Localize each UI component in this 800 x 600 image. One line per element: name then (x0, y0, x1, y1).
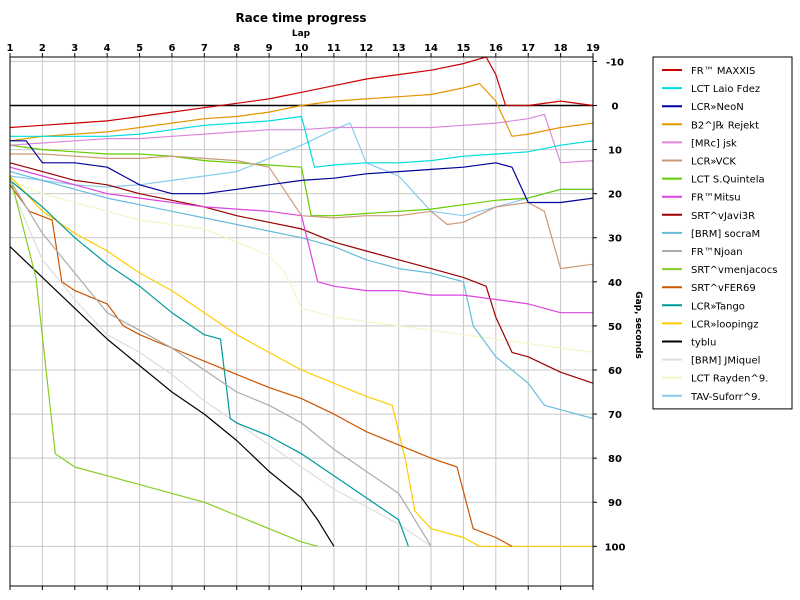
series-line-fr-maxxis (9, 56, 594, 129)
x-ticks: 1 2 3 4 5 6 7 8 9 10 11 12 13 14 15 16 17 18 19 (7, 43, 600, 590)
y-axis-label: Gap, seconds (633, 291, 643, 359)
legend-label: SRT^vmenjacocs (691, 265, 777, 276)
y-tick-label: 10 (608, 146, 622, 157)
legend-label: LCR»NeoN (691, 102, 744, 113)
legend-label: FR™ MAXXIS (691, 66, 755, 77)
legend-label: [MRc] jsk (691, 138, 737, 149)
grid (9, 57, 594, 586)
series-line-lcr-neon (10, 140, 594, 204)
x-tick-label: 14 (424, 43, 438, 54)
x-tick-label: 16 (489, 43, 503, 54)
x-tick-label: 7 (201, 43, 208, 54)
series-line-tav-suforr-9 (9, 122, 593, 217)
x-tick-label: 15 (456, 43, 470, 54)
chart-title: Race time progress (235, 11, 366, 25)
series-line-lcr-tango (9, 179, 409, 547)
series-line-fr-mitsu (9, 166, 593, 314)
series-line-srt-vfer69 (9, 184, 513, 547)
x-tick-label: 19 (586, 43, 600, 54)
y-tick-label: -10 (606, 57, 624, 68)
series-line-fr-njoan (9, 180, 432, 547)
x-axis-label: Lap (292, 29, 311, 39)
y-tick-label: 100 (605, 542, 626, 553)
y-tick-label: 90 (608, 498, 622, 509)
x-tick-label: 4 (104, 43, 111, 54)
legend-label: LCT Rayden^9. (691, 374, 768, 385)
series-line-lcr-vck (10, 153, 594, 270)
x-tick-label: 2 (39, 43, 46, 54)
series-line-lcr-loopingz (9, 175, 593, 547)
legend-label: [BRM] JMiquel (691, 356, 760, 367)
x-tick-label: 17 (521, 43, 535, 54)
series-line-mrc-jsk (9, 113, 594, 164)
legend-label: FR™Mitsu (691, 193, 741, 204)
series-line-srt-vjavi3r (9, 162, 594, 384)
y-ticks: -10 0 10 20 30 40 50 60 70 80 90 100 (593, 57, 625, 553)
series-line-srt-vmenjacocs (9, 175, 318, 547)
y-tick-label: 40 (608, 278, 622, 289)
series-line-tyblu (9, 246, 335, 547)
legend-label: LCT Laio Fdez (691, 84, 760, 95)
x-tick-label: 12 (359, 43, 373, 54)
legend-label: LCR»VCK (691, 157, 736, 168)
x-tick-label: 10 (295, 43, 309, 54)
y-tick-label: 60 (608, 366, 622, 377)
legend-label: [BRM] socraM (691, 229, 760, 240)
y-tick-label: 30 (608, 234, 622, 245)
legend: FR™ MAXXIS LCT Laio Fdez LCR»NeoN B2^J℞ Rej… (652, 56, 793, 410)
legend-label: SRT^vFER69 (691, 283, 756, 294)
x-tick-label: 13 (392, 43, 406, 54)
y-tick-label: 20 (608, 190, 622, 201)
series-line-lct-rayden-9 (9, 179, 594, 353)
series-lines (9, 56, 594, 547)
x-tick-label: 8 (233, 43, 240, 54)
legend-label: LCR»loopingz (691, 319, 759, 330)
series-line-lct-laio-fdez (10, 115, 594, 168)
y-tick-label: 80 (608, 454, 622, 465)
y-tick-label: 70 (608, 410, 622, 421)
series-line-brm-jmiquel (9, 184, 432, 547)
x-tick-label: 9 (266, 43, 273, 54)
legend-label: TAV-Suforr^9. (690, 392, 761, 403)
legend-label: LCR»Tango (691, 301, 745, 312)
x-tick-label: 3 (71, 43, 78, 54)
x-tick-label: 5 (136, 43, 143, 54)
x-tick-label: 6 (168, 43, 175, 54)
y-tick-label: 50 (608, 322, 622, 333)
x-tick-label: 11 (327, 43, 341, 54)
series-line-brm-socram (9, 171, 594, 420)
series-line-lct-s-quintela (9, 144, 593, 217)
x-tick-label: 18 (554, 43, 568, 54)
legend-label: SRT^vJavi3R (691, 211, 755, 222)
x-tick-label: 1 (7, 43, 14, 54)
y-tick-label: 0 (612, 101, 619, 112)
legend-label: FR™Njoan (691, 247, 743, 258)
legend-label: LCT S.Quintela (691, 175, 765, 186)
legend-label: tyblu (691, 338, 716, 349)
legend-label: B2^J℞ Rejekt (691, 120, 759, 131)
series-line-b2-j-rejekt (9, 82, 594, 142)
